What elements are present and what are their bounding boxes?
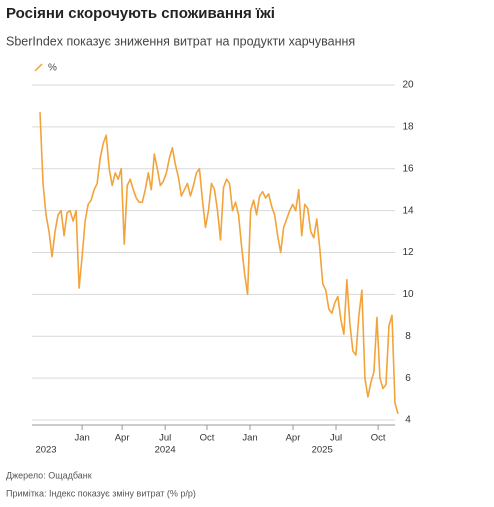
x-tick-label: Jul (330, 433, 342, 444)
x-tick-label: Apr (115, 433, 130, 444)
y-tick-label: 10 (402, 289, 414, 300)
y-tick-label: 16 (402, 163, 414, 174)
x-tick-label: Jan (74, 433, 89, 444)
line (39, 112, 399, 414)
y-tick-label: 12 (402, 247, 414, 258)
x-tick-label: Jul (159, 433, 171, 444)
y-tick-label: 8 (405, 331, 411, 342)
y-tick-label: 6 (405, 373, 411, 384)
x-year-label: 2025 (312, 445, 333, 456)
x-tick-label: Oct (200, 433, 215, 444)
x-year-label: 2024 (155, 445, 176, 456)
legend-swatch (34, 63, 43, 72)
chart-subtitle: SberIndex показує зниження витрат на про… (6, 34, 355, 48)
chart-title: Росіяни скорочують споживання їжі (6, 5, 275, 22)
y-tick-label: 14 (402, 205, 414, 216)
x-tick-label: Jan (242, 433, 257, 444)
y-tick-label: 4 (405, 415, 411, 426)
x-tick-label: Oct (371, 433, 386, 444)
note: Примітка: Індекс показує зміну витрат (%… (6, 488, 196, 498)
source: Джерело: Ощадбанк (6, 470, 92, 480)
legend-label: % (48, 63, 57, 74)
x-year-label: 2023 (35, 445, 56, 456)
y-tick-label: 20 (402, 80, 414, 91)
x-tick-label: Apr (286, 433, 301, 444)
y-tick-label: 18 (402, 122, 414, 133)
